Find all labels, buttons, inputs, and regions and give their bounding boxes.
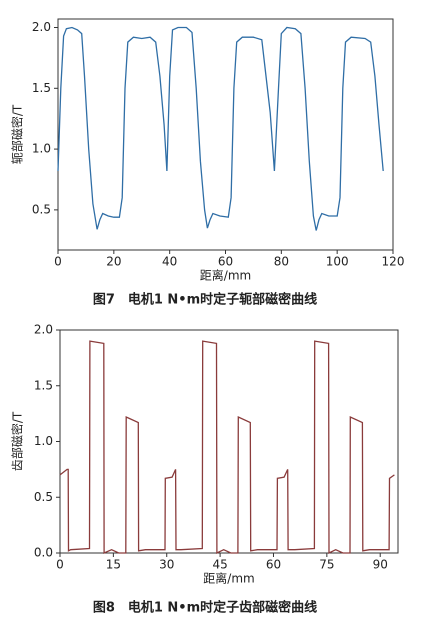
y-axis-label: 齿部磁密/T xyxy=(10,411,25,471)
x-tick-label: 120 xyxy=(382,255,405,269)
y-tick-label: 0.0 xyxy=(34,546,53,560)
x-tick-label: 40 xyxy=(162,255,177,269)
y-tick-label: 0.5 xyxy=(32,202,51,216)
x-tick-label: 80 xyxy=(274,255,289,269)
data-line xyxy=(59,340,395,555)
caption: 图7 电机1 N•m时定子轭部磁密曲线 xyxy=(93,292,317,308)
x-tick-label: 90 xyxy=(373,558,388,572)
x-tick-label: 75 xyxy=(319,558,334,572)
y-tick-label: 2.0 xyxy=(32,20,51,34)
x-tick-label: 15 xyxy=(106,558,121,572)
y-axis-label: 轭部磁密/T xyxy=(10,104,25,164)
x-axis-label: 距离/mm xyxy=(203,571,254,586)
x-tick-label: 20 xyxy=(106,255,121,269)
y-tick-label: 0.5 xyxy=(34,490,53,504)
caption: 图8 电机1 N•m时定子齿部磁密曲线 xyxy=(93,600,317,616)
x-tick-label: 0 xyxy=(56,558,64,572)
y-tick-label: 1.5 xyxy=(34,378,53,392)
y-tick-label: 1.0 xyxy=(34,434,53,448)
x-tick-label: 100 xyxy=(326,255,349,269)
x-tick-label: 30 xyxy=(159,558,174,572)
x-axis-label: 距离/mm xyxy=(200,268,251,283)
x-tick-label: 60 xyxy=(266,558,281,572)
plot-frame xyxy=(59,329,399,554)
x-tick-label: 0 xyxy=(54,255,62,269)
y-tick-label: 2.0 xyxy=(34,323,53,337)
x-tick-label: 60 xyxy=(218,255,233,269)
y-tick-label: 1.5 xyxy=(32,81,51,95)
x-tick-label: 45 xyxy=(212,558,227,572)
y-tick-label: 1.0 xyxy=(32,142,51,156)
data-line xyxy=(57,26,384,231)
